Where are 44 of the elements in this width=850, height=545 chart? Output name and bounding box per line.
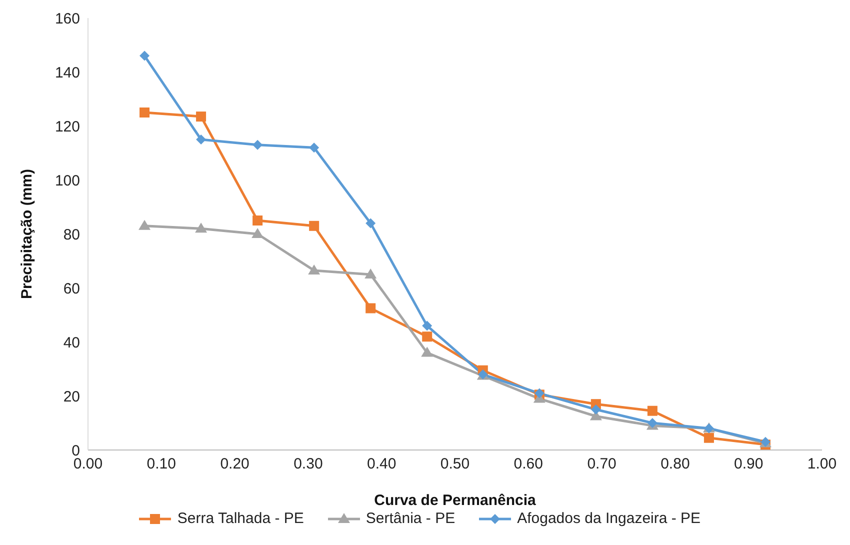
point [252, 216, 263, 226]
point [422, 332, 432, 342]
point [422, 320, 432, 331]
point [252, 228, 264, 238]
y-tick-label: 100 [54, 172, 80, 190]
x-tick-label: 0.50 [440, 456, 470, 473]
y-axis-title: Precipitação (mm) [18, 168, 36, 300]
point [138, 220, 151, 230]
x-tick-label: 0.10 [146, 456, 176, 473]
x-tick-label: 0.20 [220, 456, 250, 473]
y-tick-label: 20 [63, 388, 80, 406]
point [590, 404, 601, 414]
point [252, 140, 263, 150]
point [140, 50, 150, 61]
x-tick-label: 0.80 [660, 456, 690, 473]
y-tick-label: 160 [54, 10, 80, 28]
y-tick-label: 140 [54, 64, 80, 82]
point [704, 432, 714, 443]
x-tick-label: 0.70 [587, 456, 616, 473]
y-tick-label: 120 [54, 118, 80, 136]
y-tick-label: 60 [63, 280, 80, 298]
point [308, 264, 320, 274]
x-axis-title: Curva de Permanência [374, 492, 537, 509]
point [366, 303, 376, 314]
point [196, 134, 206, 144]
point [647, 406, 658, 416]
legend-label: Afogados da Ingazeira - PE [516, 510, 701, 527]
point [309, 142, 320, 153]
legend-label: Serra Talhada - PE [176, 510, 304, 527]
x-tick-label: 0.30 [294, 456, 323, 473]
point [366, 218, 376, 228]
point [421, 346, 434, 357]
point [364, 268, 377, 278]
point [309, 220, 320, 231]
point [195, 222, 208, 233]
x-tick-label: 1.00 [807, 456, 837, 473]
y-tick-label: 80 [63, 226, 80, 244]
legend-label: Sertânia - PE [364, 510, 456, 527]
x-tick-label: 0.40 [367, 456, 396, 473]
point [196, 112, 206, 122]
x-tick-label: 0.60 [514, 456, 543, 473]
x-tick-label: 0.90 [734, 456, 764, 473]
y-tick-label: 40 [63, 334, 80, 352]
point [140, 108, 150, 118]
